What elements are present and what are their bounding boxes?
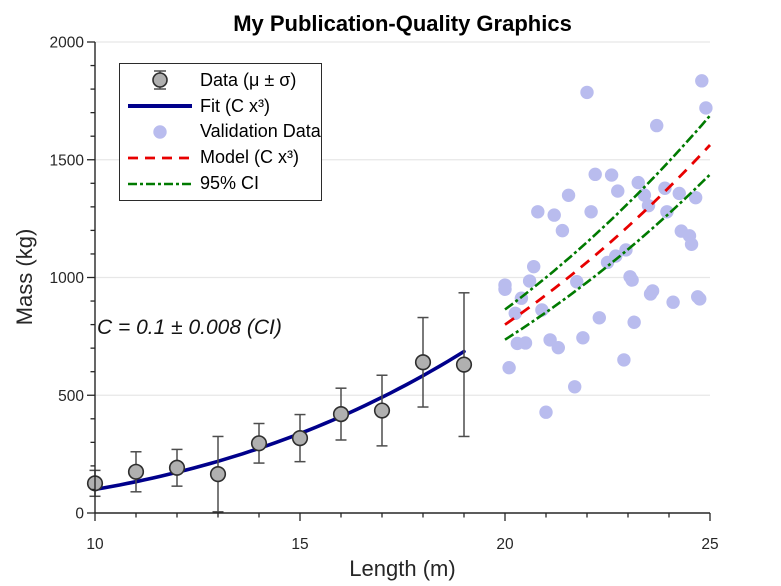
- validation-point: [551, 340, 565, 355]
- validation-point: [645, 284, 660, 298]
- validation-point: [611, 184, 625, 198]
- validation-point: [693, 292, 707, 306]
- legend-item-validation: Validation Data: [126, 119, 321, 144]
- coefficient-annotation: C = 0.1 ± 0.008 (CI): [97, 316, 282, 339]
- validation-point: [527, 259, 541, 274]
- chart-title: My Publication-Quality Graphics: [233, 11, 572, 36]
- legend-label-validation: Validation Data: [200, 121, 321, 142]
- x-tick-label: 10: [86, 536, 104, 553]
- validation-point: [619, 243, 633, 257]
- validation-point: [627, 315, 641, 329]
- y-axis-label: Mass (kg): [12, 228, 37, 326]
- validation-point: [584, 205, 598, 219]
- ci-upper-line: [504, 114, 711, 311]
- solid-line-swatch-icon: [128, 104, 192, 109]
- validation-point: [555, 223, 570, 238]
- legend-item-fit: Fit (C x³): [126, 94, 315, 119]
- validation-point: [699, 101, 713, 115]
- validation-point: [672, 186, 686, 201]
- data-marker: [291, 430, 309, 447]
- dashed-line-swatch-icon: [128, 156, 192, 160]
- x-axis-label: Length (m): [349, 556, 456, 581]
- data-marker: [250, 435, 268, 452]
- y-tick-label: 0: [75, 506, 84, 523]
- legend-item-model: Model (C x³): [126, 145, 315, 170]
- legend-validation-dot: [153, 125, 167, 139]
- errorbar-marker-swatch-icon: [152, 70, 168, 91]
- legend-item-data: Data (μ ± σ): [126, 68, 315, 93]
- validation-point: [604, 168, 619, 182]
- y-tick-label: 2000: [50, 35, 85, 52]
- data-marker: [168, 459, 186, 476]
- validation-point: [522, 274, 537, 288]
- validation-point: [592, 311, 606, 325]
- validation-point: [688, 190, 703, 205]
- x-tick-label: 25: [701, 536, 718, 553]
- data-marker: [127, 463, 145, 480]
- validation-point: [502, 360, 516, 375]
- validation-point: [658, 181, 672, 195]
- y-tick-label: 500: [58, 388, 84, 405]
- validation-point: [625, 273, 639, 287]
- y-tick-label: 1000: [50, 270, 85, 287]
- legend-label-fit: Fit (C x³): [200, 95, 270, 116]
- validation-point: [650, 118, 664, 133]
- data-marker: [455, 356, 473, 373]
- validation-point: [631, 175, 645, 190]
- x-tick-label: 20: [496, 536, 514, 553]
- legend-label-data: Data (μ ± σ): [200, 69, 297, 90]
- legend-label-ci: 95% CI: [200, 173, 260, 194]
- validation-point: [695, 74, 709, 88]
- legend-data-marker: [152, 72, 168, 89]
- validation-point: [588, 167, 602, 182]
- validation-point: [535, 303, 549, 317]
- model-line: [504, 144, 712, 326]
- dash-dot-line-swatch-icon: [128, 182, 192, 185]
- validation-point: [539, 405, 553, 419]
- data-marker: [414, 354, 432, 371]
- legend-label-model: Model (C x³): [200, 147, 300, 168]
- legend-item-ci: 95% CI: [126, 171, 315, 196]
- data-marker: [373, 402, 391, 419]
- validation-point: [568, 380, 582, 394]
- validation-point: [609, 249, 623, 263]
- y-tick-label: 1500: [50, 152, 85, 169]
- ci-lower-line: [504, 173, 711, 341]
- validation-point: [617, 353, 631, 367]
- fit-line: [93, 349, 466, 492]
- validation-point: [666, 295, 680, 309]
- validation-point: [684, 237, 699, 251]
- legend: Data (μ ± σ) Fit (C x³) Validation Data …: [119, 63, 322, 201]
- data-marker: [209, 466, 227, 483]
- validation-point: [660, 205, 674, 219]
- validation-point: [531, 205, 545, 219]
- validation-point: [508, 306, 522, 320]
- data-marker: [332, 405, 350, 423]
- validation-point: [561, 188, 576, 203]
- validation-point: [570, 275, 584, 289]
- validation-point: [518, 336, 533, 350]
- x-tick-label: 15: [291, 536, 308, 553]
- dot-swatch-icon: [153, 125, 167, 139]
- validation-point: [576, 331, 590, 345]
- validation-point: [580, 85, 594, 100]
- validation-point: [547, 208, 561, 222]
- validation-point: [498, 278, 512, 292]
